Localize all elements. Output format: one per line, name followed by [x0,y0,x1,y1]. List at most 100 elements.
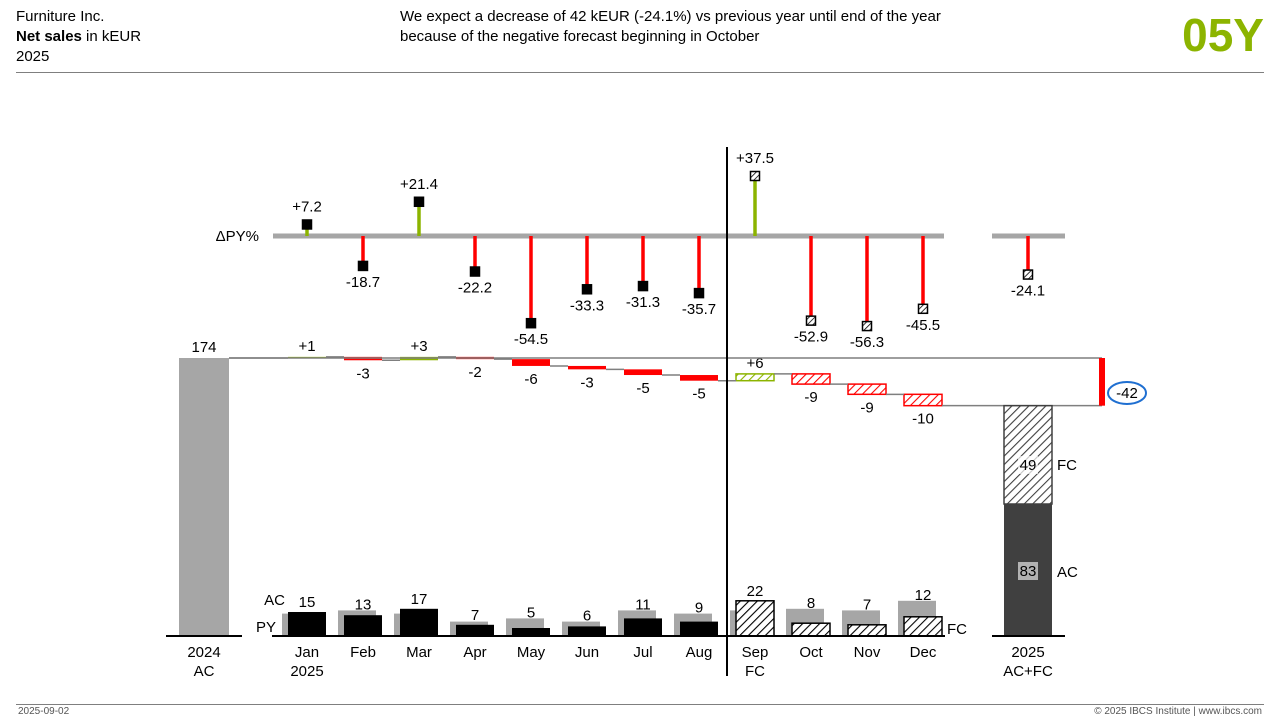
month-label-nov: Nov [854,644,881,661]
waterfall-label-nov: -9 [860,399,873,416]
ac-value-apr: 7 [471,607,479,624]
pct-nov-marker [861,320,873,332]
ac-row-label: AC [264,592,285,609]
waterfall-bar-may [512,359,550,366]
ac-bar-dec [903,616,943,637]
pct-jan-label: +7.2 [292,198,322,215]
ac-bar-jan [288,612,326,636]
pct-jul-label: -31.3 [626,294,660,311]
month-label-oct: Oct [799,644,823,661]
month-label-jun: Jun [575,644,599,661]
month-label-mar: Mar [406,644,432,661]
ac-bar-sep [735,600,775,637]
delta-py-percent-chart: ΔPY% +7.2 -18.7 +21.4 -22.2 -54.5 -33.3 -31.3 -3… [216,150,1065,351]
waterfall-label-apr: -2 [468,364,481,381]
start-value-label: 174 [191,339,216,356]
start-bar-2024 [179,358,229,636]
ac-bar-aug [680,621,718,636]
ac-value-dec: 12 [915,587,932,604]
waterfall-label-may: -6 [524,371,537,388]
month-sublabel-jan: 2025 [290,663,323,680]
start-category-label: 2024 [187,644,220,661]
total-delta-bar [1099,358,1105,406]
footer-date: 2025-09-02 [18,706,70,717]
total-fc-segment [1003,404,1053,505]
ac-bar-may [512,628,550,636]
waterfall-label-oct: -9 [804,389,817,406]
ac-bar-nov [847,624,887,637]
pct-oct-marker [805,315,817,326]
total-category-sublabel: AC+FC [1003,663,1053,680]
total-fc-legend: FC [1057,457,1077,474]
measure-name: Net sales [16,28,82,45]
waterfall-label-mar: +3 [410,338,427,355]
waterfall-label-dec: -10 [912,411,934,428]
ac-value-oct: 8 [807,595,815,612]
month-sublabel-sep: FC [745,663,765,680]
ac-bar-oct [791,622,831,637]
waterfall-label-sep: +6 [746,355,763,372]
month-label-dec: Dec [910,644,937,661]
pct-total-marker [1022,269,1034,280]
pct-total-label: -24.1 [1011,283,1045,300]
total-ac-legend: AC [1057,564,1078,581]
month-label-apr: Apr [463,644,486,661]
ac-value-may: 5 [527,604,535,621]
ac-bar-jul [624,618,662,636]
monthly-columns-chart: 15 13 17 7 5 6 11 9 22 8 7 12 AC PY FC [256,583,967,638]
pct-aug-label: -35.7 [682,301,716,318]
pct-may-label: -54.5 [514,331,548,348]
ac-value-feb: 13 [355,596,372,613]
month-label-jan: Jan [295,644,319,661]
waterfall-label-jun: -3 [580,374,593,391]
footer-copyright: © 2025 IBCS Institute | www.ibcs.com [1094,706,1262,717]
pct-jan-marker [301,219,313,230]
waterfall-bar-dec [903,393,943,407]
waterfall-bar-sep [735,373,775,382]
pct-nov-label: -56.3 [850,334,884,351]
key-message: We expect a decrease of 42 kEUR (-24.1%)… [400,7,1040,47]
pct-dec-marker [917,303,929,315]
total-delta-highlight [1107,381,1147,405]
total-category-label: 2025 [1011,644,1044,661]
pct-jul-marker [637,280,649,292]
waterfall-label-jan: +1 [298,338,315,355]
month-label-feb: Feb [350,644,376,661]
waterfall-bar-nov [847,383,887,396]
key-message-line-1: We expect a decrease of 42 kEUR (-24.1%)… [400,8,941,25]
start-category-sublabel: AC [194,663,215,680]
ac-value-aug: 9 [695,600,703,617]
ac-value-jun: 6 [583,608,591,625]
pct-feb-label: -18.7 [346,274,380,291]
pct-dec-label: -45.5 [906,317,940,334]
pct-sep-marker [749,170,761,182]
pct-feb-marker [357,260,369,272]
ac-bar-feb [344,615,382,636]
pct-mar-marker [413,196,425,208]
header-divider [16,72,1264,73]
total-fc-value-bg [1018,456,1038,474]
waterfall-bar-jun [568,365,606,370]
waterfall-bar-aug [680,375,718,381]
report-header: Furniture Inc. Net sales in kEUR 2025 [16,7,141,67]
ac-value-mar: 17 [411,591,428,608]
ac-value-jan: 15 [299,594,316,611]
waterfall-label-feb: -3 [356,365,369,382]
pct-oct-label: -52.9 [794,329,828,346]
delta-py-percent-label: ΔPY% [216,228,259,245]
ac-value-sep: 22 [747,583,764,600]
ac-bar-mar [400,608,438,636]
measure-unit: in kEUR [81,28,142,45]
py-row-label: PY [256,619,276,636]
month-label-aug: Aug [686,644,713,661]
pct-may-marker [525,317,537,329]
month-label-may: May [517,644,546,661]
waterfall-label-aug: -5 [692,386,705,403]
category-axis: 2024 AC Jan 2025 Feb Mar Apr May Jun Jul Aug Sep FC O… [166,147,1065,680]
total-ac-value: 83 [1020,563,1037,580]
pct-mar-label: +21.4 [400,176,438,193]
report-tag: 05Y [1182,9,1264,61]
month-label-jul: Jul [633,644,652,661]
ac-value-jul: 11 [635,596,651,613]
